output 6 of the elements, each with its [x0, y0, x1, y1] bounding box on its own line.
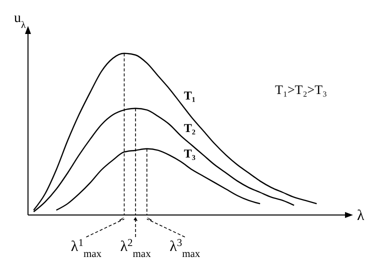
- annotation: T₁>T₂>T₃: [275, 82, 328, 97]
- series-label: T₃: [184, 146, 196, 161]
- y-axis-title: u$_{λ}$: [14, 11, 26, 30]
- x-axis-title: λ: [357, 208, 365, 224]
- series-label: T₁: [184, 88, 196, 102]
- series-label: T₂: [184, 120, 196, 135]
